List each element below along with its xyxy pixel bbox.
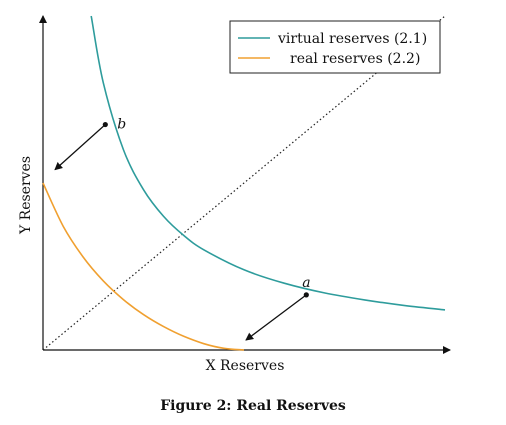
- legend-label-real: real reserves (2.2): [290, 51, 420, 67]
- arrow-0: [54, 124, 106, 171]
- y-axis-label: Y Reserves: [18, 156, 34, 235]
- point-a: [303, 292, 309, 298]
- real-reserves-curve: [42, 182, 245, 351]
- legend-box: [229, 20, 441, 74]
- diagonal-layer: [42, 15, 446, 351]
- arrow-layer: [54, 124, 307, 341]
- point-b: [102, 121, 108, 128]
- point-label-b: b: [117, 117, 126, 133]
- figure-caption: Figure 2: Real Reserves: [160, 398, 346, 414]
- x-axis-label: X Reserves: [206, 358, 285, 374]
- legend-label-virtual: virtual reserves (2.1): [277, 31, 427, 47]
- virtual-reserves-curve: [90, 15, 446, 311]
- diagonal-line: [42, 15, 446, 351]
- arrow-1: [245, 294, 307, 341]
- point-label-a: a: [302, 275, 310, 291]
- point-layer: ba: [102, 117, 311, 298]
- legend: virtual reserves (2.1) real reserves (2.…: [229, 20, 441, 74]
- series-layer: [42, 15, 446, 351]
- chart: X Reserves Y Reserves ba virtual reserve…: [18, 15, 451, 374]
